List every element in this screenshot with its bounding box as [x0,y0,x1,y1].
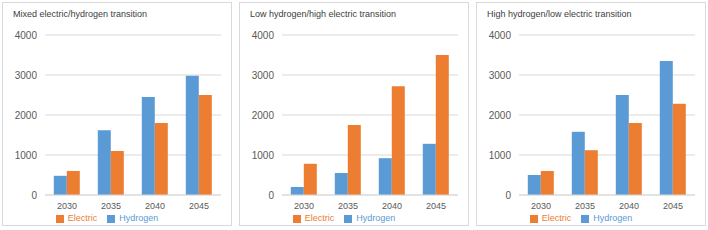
html-text:Mixed electric/hydrogen transi: Mixed electric/hydrogen transition [13,9,148,19]
svg-text:2000: 2000 [252,110,275,121]
svg-text:3000: 3000 [489,70,512,81]
html-text:Electric: Electric [541,213,572,223]
svg-text:2000: 2000 [15,110,38,121]
svg-text:2030: 2030 [294,201,314,211]
svg-text:4000: 4000 [252,30,275,41]
svg-text:2040: 2040 [382,201,402,211]
svg-text:4000: 4000 [15,30,38,41]
html-text:Hydrogen: Hydrogen [593,213,633,223]
svg-text:1000: 1000 [252,150,275,161]
svg-text:0: 0 [505,190,511,201]
html-text:Low hydrogen/high electric tra: Low hydrogen/high electric transition [250,9,397,19]
svg-text:2045: 2045 [189,201,209,211]
svg-text:0: 0 [31,190,37,201]
svg-text:2035: 2035 [101,201,121,211]
svg-text:2045: 2045 [663,201,683,211]
svg-text:0: 0 [268,190,274,201]
html-text:High hydrogen/low electric tra: High hydrogen/low electric transition [487,9,632,19]
svg-text:2040: 2040 [619,201,639,211]
html-text:Electric: Electric [67,213,98,223]
svg-text:1000: 1000 [15,150,38,161]
html-text:Hydrogen: Hydrogen [119,213,159,223]
svg-text:2030: 2030 [531,201,551,211]
svg-text:2040: 2040 [145,201,165,211]
svg-text:3000: 3000 [252,70,275,81]
svg-text:2035: 2035 [338,201,358,211]
svg-text:2045: 2045 [426,201,446,211]
html-text:Electric: Electric [304,213,335,223]
svg-text:2035: 2035 [575,201,595,211]
svg-text:2000: 2000 [489,110,512,121]
svg-text:1000: 1000 [489,150,512,161]
html-text:Hydrogen: Hydrogen [356,213,396,223]
svg-text:4000: 4000 [489,30,512,41]
svg-text:3000: 3000 [15,70,38,81]
svg-text:2030: 2030 [57,201,77,211]
